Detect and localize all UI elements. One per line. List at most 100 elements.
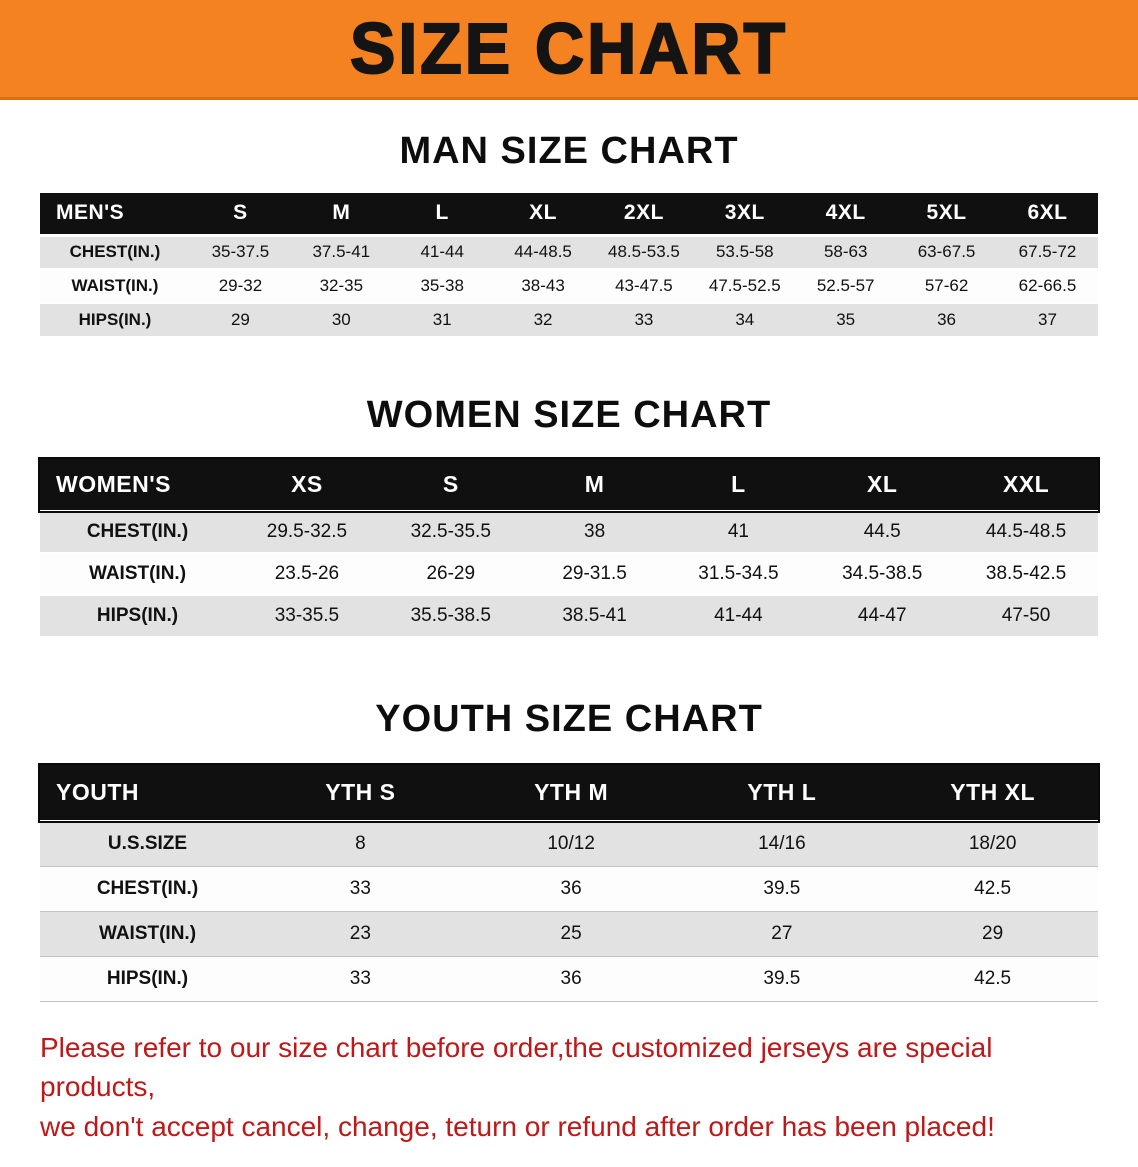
table-body: CHEST(IN.) 29.5-32.5 32.5-35.5 38 41 44.5 44.5… bbox=[40, 511, 1098, 637]
size-value-cell: 29 bbox=[230, 310, 250, 329]
size-value-cell: 10/12 bbox=[547, 833, 595, 854]
size-value-cell: 14/16 bbox=[758, 833, 806, 854]
table-head: MEN'S S M L XL 2XL 3XL 4XL 5XL 6XL bbox=[40, 193, 1098, 237]
table-row: HIPS(IN.) 33-35.5 35.5-38.5 38.5-41 41-44 44-… bbox=[40, 595, 1098, 637]
table-row: HIPS(IN.) 29 30 31 32 33 34 35 36 37 bbox=[40, 303, 1098, 337]
size-value-cell: 33 bbox=[634, 310, 654, 329]
table-row: WAIST(IN.) 29-32 32-35 35-38 38-43 43-47.5 47.… bbox=[40, 269, 1098, 303]
size-value-cell: 58-63 bbox=[823, 242, 868, 262]
size-value-cell: 41-44 bbox=[420, 242, 464, 262]
size-column-header: YTH S bbox=[255, 765, 466, 823]
size-value-cell: 44.5-48.5 bbox=[985, 521, 1067, 543]
size-column-header: M bbox=[290, 193, 392, 237]
table-body: CHEST(IN.) 35-37.5 37.5-41 41-44 44-48.5 48.5… bbox=[40, 235, 1098, 337]
table-row: CHEST(IN.) 33 36 39.5 42.5 bbox=[40, 866, 1098, 911]
size-value-cell: 35 bbox=[836, 310, 856, 329]
size-value-cell: 57-62 bbox=[924, 276, 969, 295]
size-column-header: S bbox=[190, 193, 291, 237]
size-value-cell: 29-32 bbox=[218, 276, 263, 295]
size-column-header: L bbox=[391, 193, 493, 237]
size-value-cell: 38.5-42.5 bbox=[985, 563, 1067, 584]
size-value-cell: 32 bbox=[533, 310, 553, 329]
size-value-cell: 35-37.5 bbox=[211, 242, 270, 262]
size-value-cell: 27 bbox=[771, 922, 793, 944]
size-column-header: XL bbox=[810, 459, 955, 513]
size-value-cell: 38.5-41 bbox=[562, 605, 627, 626]
table-head: WOMEN'S XS S M L XL XXL bbox=[38, 457, 1100, 513]
size-value-cell: 36 bbox=[560, 967, 582, 989]
size-value-cell: 23 bbox=[349, 922, 371, 944]
size-column-header: M bbox=[522, 459, 667, 513]
men-section-heading: MAN SIZE CHART bbox=[399, 130, 739, 172]
table-header-row: YOUTH YTH S YTH M YTH L YTH XL bbox=[38, 763, 1100, 823]
size-column-header: 5XL bbox=[896, 193, 997, 237]
size-value-cell: 39.5 bbox=[763, 877, 801, 899]
size-value-cell: 23.5-26 bbox=[274, 563, 340, 584]
table-row: CHEST(IN.) 29.5-32.5 32.5-35.5 38 41 44.5 44.5… bbox=[40, 511, 1098, 553]
size-value-cell: 42.5 bbox=[974, 967, 1012, 989]
size-value-cell: 37 bbox=[1038, 310, 1057, 329]
disclaimer-line-1: Please refer to our size chart before or… bbox=[40, 1031, 993, 1103]
row-label-cell: HIPS(IN.) bbox=[96, 605, 179, 626]
size-column-header: 4XL bbox=[795, 193, 897, 237]
table-row: WAIST(IN.) 23 25 27 29 bbox=[40, 911, 1098, 956]
row-label-cell: U.S.SIZE bbox=[107, 833, 188, 854]
size-value-cell: 32.5-35.5 bbox=[410, 521, 491, 543]
table-title-cell: MEN'S bbox=[40, 193, 190, 237]
youth-size-table: YOUTH YTH S YTH M YTH L YTH XL U.S.SIZE 8 10/12… bbox=[38, 763, 1100, 1002]
size-column-header: S bbox=[378, 459, 523, 513]
size-value-cell: 18/20 bbox=[968, 833, 1017, 854]
size-value-cell: 33 bbox=[349, 877, 371, 899]
size-value-cell: 43-47.5 bbox=[615, 276, 673, 295]
table-row: U.S.SIZE 8 10/12 14/16 18/20 bbox=[40, 821, 1098, 866]
size-column-header: YTH M bbox=[465, 765, 677, 823]
size-value-cell: 38 bbox=[584, 521, 606, 543]
row-label-cell: HIPS(IN.) bbox=[106, 967, 189, 989]
size-column-header: YTH XL bbox=[887, 765, 1098, 823]
size-column-header: 3XL bbox=[694, 193, 796, 237]
youth-size-section: YOUTH SIZE CHART YOUTH YTH S YTH M YTH L YTH… bbox=[0, 698, 1138, 1002]
row-label-cell: WAIST(IN.) bbox=[98, 922, 197, 944]
size-value-cell: 25 bbox=[560, 922, 582, 944]
size-chart-banner: SIZE CHART bbox=[0, 0, 1138, 100]
table-title-cell: YOUTH bbox=[40, 765, 255, 823]
size-value-cell: 33 bbox=[349, 967, 371, 989]
table-body: U.S.SIZE 8 10/12 14/16 18/20 CHEST(IN.) 33 36 39… bbox=[40, 821, 1098, 1001]
size-value-cell: 44-48.5 bbox=[514, 242, 572, 262]
women-section-heading: WOMEN SIZE CHART bbox=[366, 394, 772, 436]
size-value-cell: 63-67.5 bbox=[917, 242, 976, 262]
size-column-header: XXL bbox=[954, 459, 1098, 513]
size-value-cell: 36 bbox=[560, 877, 582, 899]
women-size-table: WOMEN'S XS S M L XL XXL CHEST(IN.) 29.5-32.5 32.5… bbox=[38, 457, 1100, 638]
table-row: WAIST(IN.) 23.5-26 26-29 29-31.5 31.5-34.5 34… bbox=[40, 553, 1098, 595]
size-column-header: YTH L bbox=[676, 765, 888, 823]
size-value-cell: 34 bbox=[735, 310, 755, 329]
size-value-cell: 53.5-58 bbox=[715, 242, 774, 262]
size-value-cell: 37.5-41 bbox=[312, 242, 371, 262]
size-value-cell: 34.5-38.5 bbox=[842, 563, 923, 584]
table-header-row: MEN'S S M L XL 2XL 3XL 4XL 5XL 6XL bbox=[40, 193, 1098, 237]
size-value-cell: 44-47 bbox=[857, 605, 907, 626]
row-label-cell: HIPS(IN.) bbox=[78, 310, 152, 329]
size-value-cell: 35.5-38.5 bbox=[410, 605, 491, 626]
size-column-header: 6XL bbox=[997, 193, 1098, 237]
size-value-cell: 33-35.5 bbox=[274, 605, 340, 626]
size-column-header: XL bbox=[492, 193, 594, 237]
women-size-section: WOMEN SIZE CHART WOMEN'S XS S M L XL XXL CHEST(… bbox=[0, 394, 1138, 638]
size-value-cell: 42.5 bbox=[974, 877, 1012, 899]
size-value-cell: 44.5 bbox=[863, 521, 901, 543]
size-value-cell: 41-44 bbox=[714, 605, 763, 626]
size-value-cell: 29.5-32.5 bbox=[266, 521, 348, 543]
men-size-table: MEN'S S M L XL 2XL 3XL 4XL 5XL 6XL CHEST(IN.) 35-37… bbox=[40, 193, 1098, 338]
table-title-cell: WOMEN'S bbox=[40, 459, 235, 513]
size-value-cell: 8 bbox=[355, 833, 366, 854]
size-value-cell: 29 bbox=[982, 922, 1004, 944]
disclaimer-note: Please refer to our size chart before or… bbox=[40, 1028, 1098, 1147]
size-value-cell: 32-35 bbox=[319, 276, 364, 295]
youth-section-heading: YOUTH SIZE CHART bbox=[375, 698, 763, 740]
disclaimer-line-2: we don't accept cancel, change, teturn o… bbox=[40, 1111, 995, 1142]
size-value-cell: 31.5-34.5 bbox=[698, 563, 779, 584]
size-value-cell: 26-29 bbox=[426, 563, 476, 584]
size-value-cell: 35-38 bbox=[420, 276, 464, 295]
